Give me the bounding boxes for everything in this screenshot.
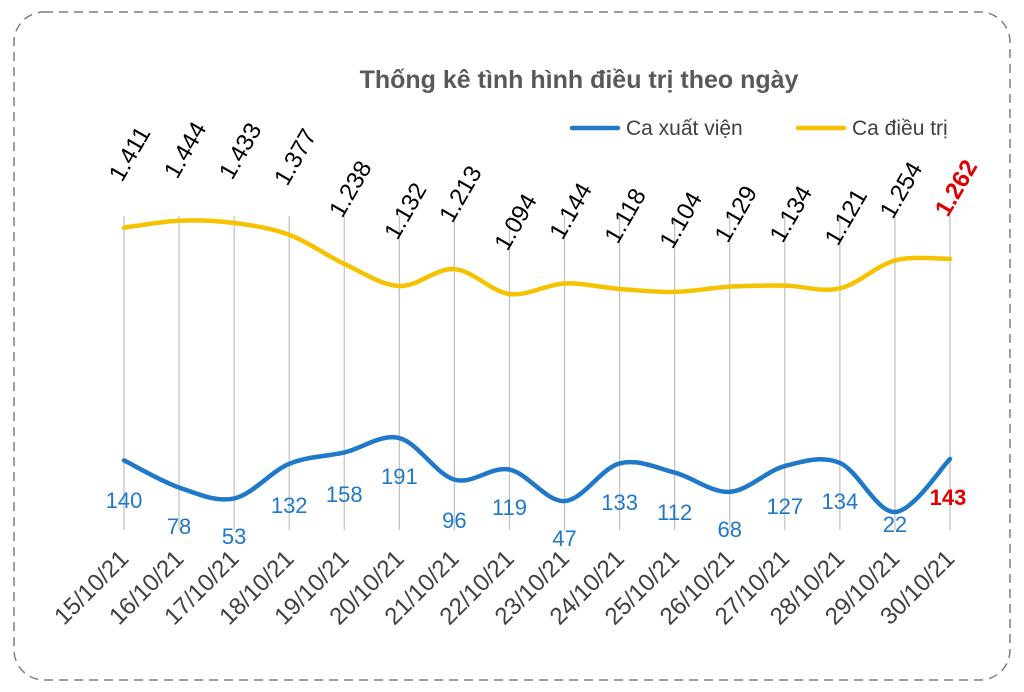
discharged-label-5: 191: [381, 464, 418, 489]
series-line-treatment: [121, 218, 953, 297]
treatment-label-2: 1.433: [214, 118, 267, 184]
discharged-label-15: 143: [930, 485, 967, 510]
discharged-label-6: 96: [442, 508, 466, 533]
treatment-label-8: 1.144: [544, 178, 597, 244]
discharged-label-3: 132: [271, 493, 308, 518]
treatment-label-7: 1.094: [489, 189, 542, 255]
discharged-label-13: 134: [822, 489, 859, 514]
treatment-label-0: 1.411: [104, 122, 157, 186]
treatment-label-6: 1.213: [434, 161, 487, 227]
treatment-label-13: 1.121: [820, 184, 873, 250]
legend-label-discharged: Ca xuất viện: [626, 117, 743, 140]
treatment-label-4: 1.238: [324, 156, 377, 222]
treatment-label-15: 1.262: [930, 155, 983, 221]
series-lines: [121, 218, 953, 515]
treatment-label-5: 1.132: [379, 178, 432, 244]
discharged-label-2: 53: [222, 524, 246, 549]
chart-frame: [13, 11, 1011, 681]
discharged-label-0: 140: [106, 488, 143, 513]
treatment-label-11: 1.129: [710, 181, 763, 247]
discharged-label-4: 158: [326, 482, 363, 507]
treatment-label-1: 1.444: [159, 117, 212, 183]
chart-title: Thống kê tình hình điều trị theo ngày: [360, 66, 799, 94]
discharged-label-8: 47: [552, 526, 576, 551]
grid-lines: [123, 216, 951, 530]
treatment-label-12: 1.134: [765, 181, 818, 247]
series-line-discharged: [121, 434, 953, 515]
discharged-label-14: 22: [883, 512, 907, 537]
discharged-label-12: 127: [766, 494, 803, 519]
x-axis-ticks: 15/10/2116/10/2117/10/2118/10/2119/10/21…: [49, 545, 960, 630]
treatment-label-14: 1.254: [875, 157, 928, 223]
treatment-label-9: 1.118: [599, 184, 652, 248]
discharged-label-10: 112: [657, 500, 692, 525]
data-labels: 1.411 1.444 1.433 1.377 1.238 1.132 1.213 1.094…: [104, 117, 983, 551]
legend: Ca xuất viện Ca điều trị: [569, 117, 948, 140]
treatment-label-10: 1.104: [654, 187, 707, 253]
legend-label-treatment: Ca điều trị: [852, 117, 948, 140]
discharged-label-9: 133: [601, 490, 638, 515]
discharged-label-11: 68: [717, 517, 741, 542]
discharged-label-1: 78: [167, 514, 191, 539]
treatment-label-3: 1.377: [269, 124, 322, 190]
discharged-label-7: 119: [492, 495, 527, 520]
